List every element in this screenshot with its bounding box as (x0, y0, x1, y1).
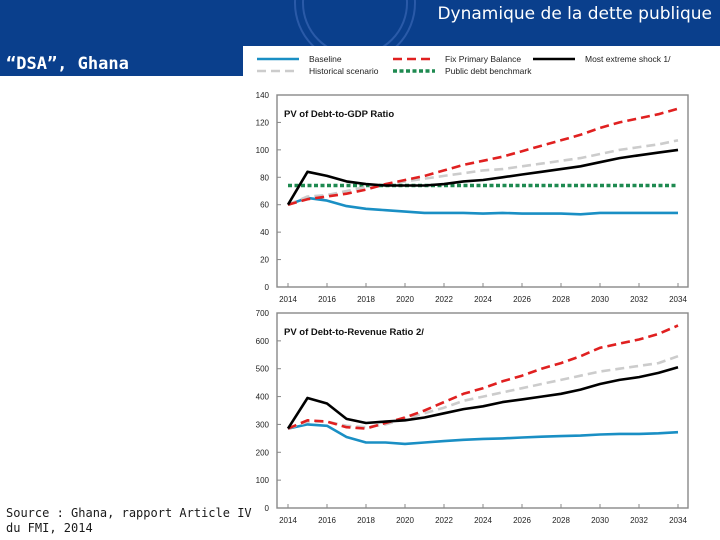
y-tick-label: 0 (265, 504, 270, 513)
series-line-fix-primary-balance (287, 324, 679, 430)
series-line-most-extreme-shock-1 (286, 366, 679, 430)
source-line-1: Source : Ghana, rapport Article IV (6, 506, 252, 520)
y-tick-label: 300 (256, 420, 270, 429)
x-tick-label: 2024 (474, 295, 492, 304)
y-tick-label: 200 (256, 448, 270, 457)
x-tick-label: 2032 (630, 516, 648, 525)
x-tick-label: 2030 (591, 295, 609, 304)
eu-stars-logo (294, 0, 416, 46)
series-line-fix-primary-balance (287, 107, 679, 206)
source-line-2: du FMI, 2014 (6, 521, 93, 535)
x-tick-label: 2028 (552, 295, 570, 304)
source-note: Source : Ghana, rapport Article IV du FM… (6, 506, 252, 536)
x-tick-label: 2020 (396, 516, 414, 525)
subtitle: “DSA”, Ghana (6, 54, 129, 74)
x-tick-label: 2024 (474, 516, 492, 525)
plot-frame (276, 312, 689, 509)
y-tick-label: 80 (260, 173, 269, 182)
x-tick-label: 2016 (318, 516, 336, 525)
y-tick-label: 400 (256, 393, 270, 402)
legend: Baseline Historical scenario Fix Primary B… (257, 54, 671, 76)
legend-label-historical-scenario: Historical scenario (309, 66, 379, 76)
x-tick-label: 2026 (513, 516, 531, 525)
x-tick-label: 2026 (513, 295, 531, 304)
x-tick-label: 2014 (279, 516, 297, 525)
y-tick-label: 600 (256, 337, 270, 346)
chart-panel-debt-to-gdp: 0 20 40 60 80 100 120 140 2014 2016 2018 2020 2022 20… (256, 91, 689, 304)
plot-frame (276, 94, 689, 288)
panel-title: PV of Debt-to-Revenue Ratio 2/ (284, 327, 424, 338)
x-tick-label: 2020 (396, 295, 414, 304)
y-tick-label: 700 (256, 309, 270, 318)
x-tick-label: 2030 (591, 516, 609, 525)
x-tick-label: 2014 (279, 295, 297, 304)
y-tick-label: 0 (265, 283, 270, 292)
y-tick-label: 40 (260, 228, 269, 237)
y-tick-label: 100 (256, 146, 270, 155)
y-tick-label: 60 (260, 201, 269, 210)
x-tick-label: 2022 (435, 295, 453, 304)
chart-panel-debt-to-revenue: 0 100 200 300 400 500 600 700 2014 2016 2018 2020 20… (256, 309, 689, 525)
legend-label-fix-primary-balance: Fix Primary Balance (445, 54, 521, 64)
x-tick-label: 2018 (357, 295, 375, 304)
series-line-baseline (287, 196, 678, 216)
x-tick-label: 2016 (318, 295, 336, 304)
series-line-most-extreme-shock-1 (286, 148, 679, 206)
y-tick-label: 140 (256, 91, 270, 100)
y-tick-label: 20 (260, 256, 269, 265)
series-line-historical-scenario (287, 354, 679, 430)
x-tick-label: 2018 (357, 516, 375, 525)
y-tick-label: 120 (256, 118, 270, 127)
page-title: Dynamique de la dette publique (437, 4, 712, 24)
x-tick-label: 2028 (552, 516, 570, 525)
y-tick-label: 100 (256, 476, 270, 485)
legend-label-public-debt-benchmark: Public debt benchmark (445, 66, 532, 76)
x-tick-label: 2034 (669, 295, 687, 304)
series-line-historical-scenario (287, 139, 679, 206)
subtitle-band: “DSA”, Ghana (0, 46, 243, 76)
header-bar: Dynamique de la dette publique (0, 0, 720, 46)
dsa-charts: Baseline Historical scenario Fix Primary B… (243, 46, 695, 537)
y-tick-label: 500 (256, 365, 270, 374)
panel-title: PV of Debt-to-GDP Ratio (284, 109, 394, 120)
x-tick-label: 2022 (435, 516, 453, 525)
x-tick-label: 2032 (630, 295, 648, 304)
legend-label-baseline: Baseline (309, 54, 342, 64)
series-line-baseline (287, 423, 679, 446)
legend-label-most-extreme-shock-1: Most extreme shock 1/ (585, 54, 671, 64)
x-tick-label: 2034 (669, 516, 687, 525)
